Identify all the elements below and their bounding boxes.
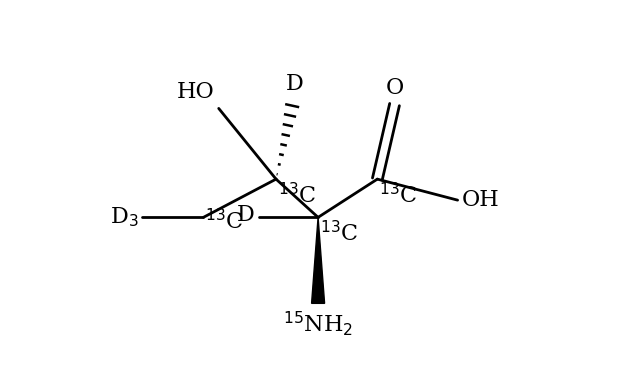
Text: D: D (286, 73, 304, 95)
Text: D$_3$: D$_3$ (110, 206, 138, 229)
Text: $^{13}$C: $^{13}$C (278, 183, 316, 208)
Text: $^{13}$C: $^{13}$C (380, 183, 417, 208)
Text: $^{13}$C: $^{13}$C (205, 209, 244, 234)
Text: $^{15}$NH$_2$: $^{15}$NH$_2$ (283, 309, 353, 338)
Text: D: D (237, 204, 255, 226)
Polygon shape (312, 218, 324, 303)
Text: O: O (385, 77, 404, 99)
Text: OH: OH (461, 189, 499, 211)
Text: HO: HO (177, 81, 215, 103)
Text: $^{13}$C: $^{13}$C (320, 221, 358, 246)
